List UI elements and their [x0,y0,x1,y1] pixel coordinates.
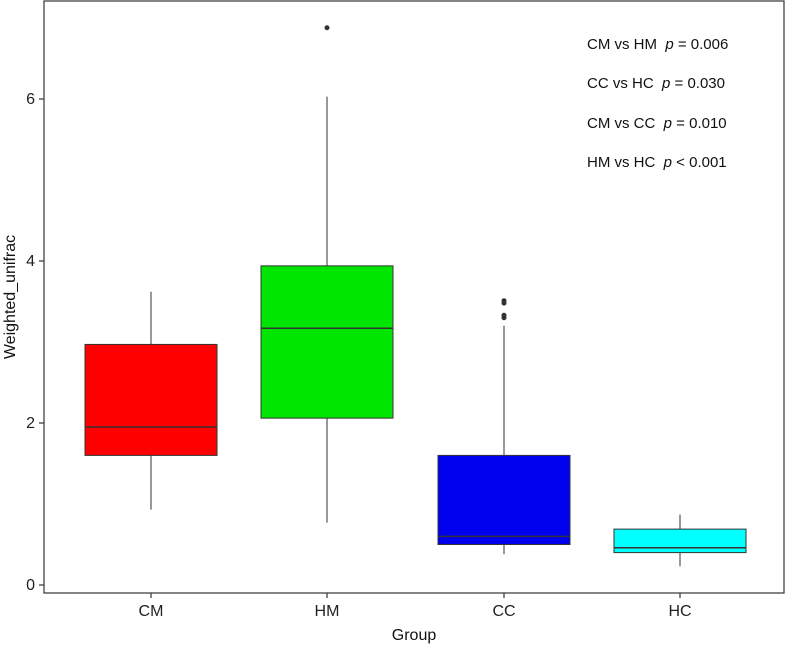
p-value-annotation: HM vs HC p < 0.001 [587,154,727,171]
y-axis-title: Weighted_unifrac [2,235,19,359]
comparison-label: HM vs HC [587,154,664,171]
comparison-label: CC vs HC [587,75,662,92]
box-cm [84,291,218,510]
comparison-label: CM vs HM [587,36,665,53]
y-axis: 0 2 4 6 [26,91,44,594]
comparison-label: CM vs CC [587,115,664,132]
outlier-point [501,312,507,318]
outlier-point [324,25,330,31]
box-body [613,528,747,554]
p-symbol: p [663,154,672,171]
outlier-point [501,298,507,304]
x-axis: CM HM CC HC [139,593,692,620]
p-value-annotation: CM vs CC p = 0.010 [587,115,727,132]
x-tick-label: CM [139,603,164,620]
y-tick-label: 0 [26,577,35,594]
p-value-annotation: CM vs HM p = 0.006 [587,36,728,53]
p-symbol: p [663,115,672,132]
plot-panel [43,0,785,594]
x-tick-label: HC [668,603,691,620]
x-tick-label: CC [492,603,515,620]
box-hc [613,514,747,567]
x-axis-title: Group [392,627,437,644]
x-tick-label: HM [315,603,340,620]
y-tick-label: 6 [26,91,35,108]
p-symbol: p [664,36,673,53]
p-value: = 0.010 [672,115,727,132]
y-tick-label: 4 [26,253,35,270]
p-value: = 0.030 [670,75,725,92]
p-value: < 0.001 [672,154,727,171]
box-hm [260,25,394,523]
y-tick-label: 2 [26,415,35,432]
box-series [84,25,747,567]
box-body [260,265,394,419]
p-value-annotation: CC vs HC p = 0.030 [587,75,725,92]
box-body [84,343,218,456]
p-value: = 0.006 [674,36,729,53]
box-cc [437,298,571,555]
box-body [437,454,571,545]
p-symbol: p [661,75,670,92]
p-value-annotations: CM vs HM p = 0.006 CC vs HC p = 0.030 CM v… [587,36,728,171]
